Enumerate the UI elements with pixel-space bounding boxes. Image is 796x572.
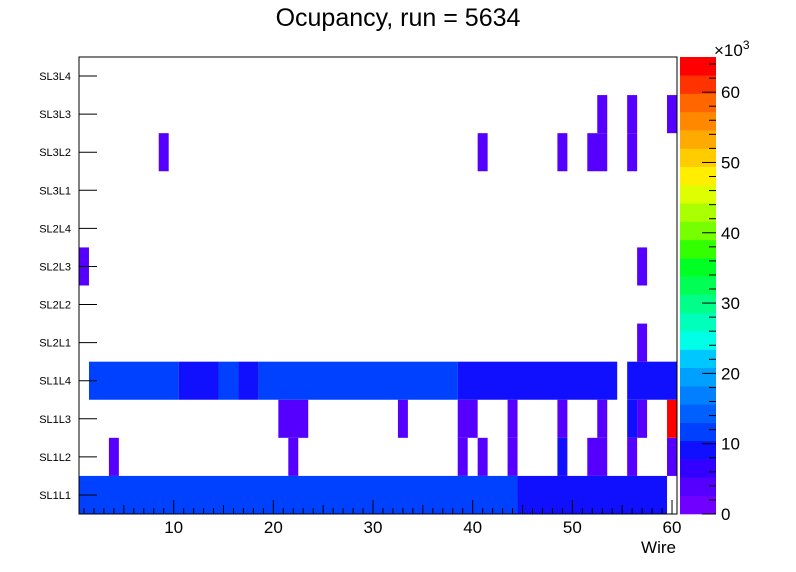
x-tick-label: 60 (663, 518, 682, 537)
y-tick-label: SL3L4 (39, 71, 71, 83)
heatmap-cell (667, 399, 677, 438)
y-tick-label: SL1L4 (39, 376, 71, 388)
palette-swatch (680, 258, 716, 277)
palette-swatch (680, 294, 716, 314)
palette-swatch (680, 440, 716, 460)
palette-swatch (680, 422, 716, 442)
heatmap-cell (637, 323, 648, 362)
palette-tick-label: 50 (721, 153, 740, 172)
palette-swatch (680, 148, 716, 167)
palette-swatch (680, 75, 716, 94)
color-palette (680, 57, 716, 515)
heatmap-cell (667, 95, 677, 134)
x-tick-label: 50 (563, 518, 582, 537)
palette-swatch (680, 477, 716, 497)
chart-title: Ocupancy, run = 5634 (275, 4, 521, 32)
palette-swatch (680, 404, 716, 423)
heatmap-cell (557, 399, 568, 438)
palette-swatch (680, 386, 716, 405)
y-tick-label: SL1L3 (39, 414, 71, 426)
heatmap-cell (158, 133, 169, 172)
heatmap-cell (397, 399, 408, 438)
color-scale-exponent: ×103 (714, 38, 750, 60)
heatmap-cell (597, 399, 608, 438)
heatmap-cell (557, 437, 568, 476)
x-tick-label: 10 (164, 518, 183, 537)
heatmap-cell (637, 399, 648, 438)
heatmap-cell (637, 247, 648, 286)
heatmap-cell (627, 361, 677, 400)
y-tick-label: SL3L2 (39, 147, 71, 159)
heatmap-cell (627, 437, 638, 476)
palette-tick-label: 0 (721, 505, 730, 524)
heatmap-cell (278, 399, 309, 438)
palette-swatch (680, 495, 716, 515)
x-tick-label: 30 (364, 518, 383, 537)
palette-swatch (680, 459, 716, 478)
heatmap-cell (178, 361, 219, 400)
y-tick-label: SL2L3 (39, 261, 71, 273)
y-axis: SL1L1 SL1L2 SL1L3 SL1L4 SL2L1 SL2L2 SL2L3 SL2L4… (39, 71, 97, 502)
color-palette-axis: 0 10 20 30 40 50 60 (702, 63, 740, 524)
palette-tick-label: 10 (721, 435, 740, 454)
x-tick-label: 40 (463, 518, 482, 537)
palette-swatch (680, 221, 716, 241)
palette-swatch (680, 331, 716, 350)
heatmap-cell (218, 361, 239, 400)
y-tick-label: SL3L3 (39, 109, 71, 121)
heatmap-cell (627, 133, 638, 172)
heatmap-cell (627, 95, 638, 134)
heatmap-cell (457, 361, 618, 400)
heatmap-cell (587, 133, 608, 172)
palette-tick-label: 30 (721, 294, 740, 313)
heatmap-cells (79, 95, 677, 514)
palette-tick-label: 40 (721, 224, 740, 243)
palette-swatch (680, 312, 716, 332)
x-tick-label: 20 (264, 518, 283, 537)
heatmap-cell (557, 133, 568, 172)
heatmap-cell (79, 475, 518, 514)
y-tick-label: SL2L1 (39, 338, 71, 350)
palette-swatch (680, 367, 716, 387)
heatmap-cell (667, 437, 677, 476)
y-tick-label: SL2L2 (39, 300, 71, 312)
heatmap-cell (477, 133, 488, 172)
palette-swatch (680, 276, 716, 295)
heatmap-cell (587, 437, 608, 476)
exponent-base: ×10 (714, 41, 743, 60)
palette-swatch (680, 239, 716, 259)
heatmap-cell (238, 361, 259, 400)
x-axis: 10 20 30 40 50 60 (83, 500, 682, 537)
palette-swatch (680, 93, 716, 113)
palette-swatch (680, 130, 716, 149)
heatmap-cell (507, 399, 518, 438)
heatmap-cell (627, 399, 638, 438)
palette-tick-label: 60 (721, 83, 740, 102)
exponent-power: 3 (743, 38, 750, 52)
heatmap-cell (108, 437, 119, 476)
palette-swatch (680, 349, 716, 369)
heatmap-cell (288, 437, 299, 476)
palette-swatch (680, 184, 716, 204)
heatmap-cell (457, 399, 478, 438)
heatmap-cell (507, 437, 518, 476)
palette-swatch (680, 203, 716, 222)
heatmap-cell (457, 437, 468, 476)
palette-swatch (680, 57, 716, 76)
heatmap-cell (477, 437, 488, 476)
y-tick-label: SL1L2 (39, 452, 71, 464)
heatmap-cell (88, 361, 179, 400)
x-axis-label: Wire (641, 538, 676, 557)
y-tick-label: SL2L4 (39, 223, 71, 235)
palette-swatch (680, 111, 716, 131)
y-tick-label: SL3L1 (39, 185, 71, 197)
heatmap-cell (258, 361, 458, 400)
heatmap-cell (517, 475, 668, 514)
heatmap-cell (597, 95, 608, 134)
palette-tick-label: 20 (721, 364, 740, 383)
palette-swatch (680, 166, 716, 186)
plot-frame (78, 56, 678, 515)
y-tick-label: SL1L1 (39, 490, 71, 502)
